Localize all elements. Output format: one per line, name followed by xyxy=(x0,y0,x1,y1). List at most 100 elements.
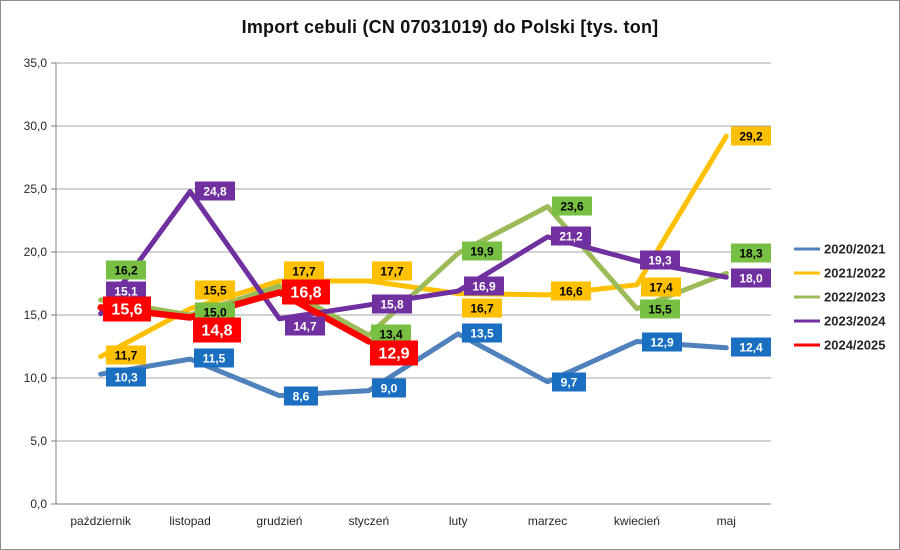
data-label-box xyxy=(462,298,502,318)
data-label-value: 15,6 xyxy=(111,302,142,319)
x-axis-label-pa-dziernik: październik xyxy=(70,514,132,528)
data-label-box xyxy=(462,241,502,261)
data-label-box xyxy=(731,337,771,357)
data-label-2023-2024-luty: 16,9 xyxy=(464,276,504,296)
legend-item-2024-2025: 2024/2025 xyxy=(794,338,885,353)
data-label-2023-2024-kwiecie-: 19,3 xyxy=(640,250,680,270)
data-label-2020-2021-stycze-: 9,0 xyxy=(372,378,406,398)
data-label-value: 17,4 xyxy=(649,281,673,295)
data-label-box xyxy=(731,243,771,263)
data-label-2022-2023-pa-dziernik: 16,2 xyxy=(106,260,146,280)
data-label-box xyxy=(282,279,330,305)
data-label-2020-2021-maj: 12,4 xyxy=(731,337,771,357)
data-label-box xyxy=(106,367,146,387)
data-label-value: 14,7 xyxy=(293,320,317,334)
data-label-value: 13,5 xyxy=(470,327,494,341)
legend-label: 2020/2021 xyxy=(824,242,885,257)
data-label-value: 29,2 xyxy=(739,130,763,144)
data-label-box xyxy=(106,260,146,280)
data-label-value: 18,3 xyxy=(739,247,763,261)
data-label-value: 17,7 xyxy=(380,265,404,279)
legend-item-2021-2022: 2021/2022 xyxy=(794,266,885,281)
data-label-box xyxy=(195,302,235,322)
data-label-value: 19,3 xyxy=(648,254,672,268)
data-label-value: 8,6 xyxy=(293,390,310,404)
data-label-value: 24,8 xyxy=(203,185,227,199)
legend-item-2023-2024: 2023/2024 xyxy=(794,314,886,329)
data-label-2020-2021-grudzie-: 8,6 xyxy=(284,386,318,406)
legend-item-2020-2021: 2020/2021 xyxy=(794,242,885,257)
data-label-box xyxy=(464,276,504,296)
data-label-2021-2022-pa-dziernik: 11,7 xyxy=(106,345,146,365)
data-label-box xyxy=(372,294,412,314)
data-label-box xyxy=(551,281,591,301)
data-label-2022-2023-maj: 18,3 xyxy=(731,243,771,263)
data-label-box xyxy=(106,345,146,365)
data-label-box xyxy=(284,386,318,406)
y-tick-label: 5,0 xyxy=(30,434,47,448)
data-label-value: 23,6 xyxy=(560,200,584,214)
data-label-2021-2022-kwiecie-: 17,4 xyxy=(641,277,681,297)
data-label-box xyxy=(642,332,682,352)
data-label-2020-2021-luty: 13,5 xyxy=(462,323,502,343)
data-label-2020-2021-listopad: 11,5 xyxy=(194,348,234,368)
data-label-value: 16,6 xyxy=(559,285,583,299)
data-label-2020-2021-kwiecie-: 12,9 xyxy=(642,332,682,352)
data-label-2023-2024-pa-dziernik: 15,1 xyxy=(106,281,146,301)
data-label-box xyxy=(194,348,234,368)
data-label-value: 12,9 xyxy=(378,346,409,363)
data-label-box xyxy=(193,317,241,343)
data-label-box xyxy=(640,250,680,270)
y-tick-label: 10,0 xyxy=(24,371,48,385)
data-label-box xyxy=(372,378,406,398)
legend-label: 2023/2024 xyxy=(824,314,886,329)
y-tick-label: 35,0 xyxy=(24,56,48,70)
data-label-box xyxy=(371,324,411,344)
x-axis-label-stycze-: styczeń xyxy=(348,514,389,528)
x-axis-label-kwiecie-: kwiecień xyxy=(614,514,660,528)
data-label-2021-2022-grudzie-: 17,7 xyxy=(284,261,324,281)
data-label-2022-2023-stycze-: 13,4 xyxy=(371,324,411,344)
data-label-value: 9,7 xyxy=(561,376,578,390)
y-tick-label: 0,0 xyxy=(30,497,47,511)
data-label-2021-2022-marzec: 16,6 xyxy=(551,281,591,301)
data-label-value: 16,7 xyxy=(470,302,494,316)
data-label-value: 15,5 xyxy=(648,303,672,317)
y-tick-label: 25,0 xyxy=(24,182,48,196)
data-label-2024-2025-stycze-: 12,9 xyxy=(370,340,418,366)
data-label-box xyxy=(551,226,591,246)
data-label-box xyxy=(462,323,502,343)
data-label-box xyxy=(731,126,771,146)
data-label-2022-2023-luty: 19,9 xyxy=(462,241,502,261)
data-label-2023-2024-grudzie-: 14,7 xyxy=(285,316,325,336)
x-axis-label-maj: maj xyxy=(717,514,736,528)
data-label-2023-2024-maj: 18,0 xyxy=(731,268,771,288)
data-label-value: 11,7 xyxy=(115,349,138,363)
data-label-2020-2021-marzec: 9,7 xyxy=(552,372,586,392)
data-label-2024-2025-grudzie-: 16,8 xyxy=(282,279,330,305)
data-label-value: 21,2 xyxy=(559,230,583,244)
data-label-value: 18,0 xyxy=(739,272,763,286)
data-label-box xyxy=(285,316,325,336)
legend-item-2022-2023: 2022/2023 xyxy=(794,290,885,305)
data-label-value: 16,9 xyxy=(472,280,496,294)
x-axis-label-luty: luty xyxy=(449,514,468,528)
legend-label: 2022/2023 xyxy=(824,290,885,305)
legend-label: 2021/2022 xyxy=(824,266,885,281)
y-tick-label: 30,0 xyxy=(24,119,48,133)
data-label-2021-2022-luty: 16,7 xyxy=(462,298,502,318)
data-label-value: 19,9 xyxy=(470,245,494,259)
data-label-box xyxy=(731,268,771,288)
chart-title: Import cebuli (CN 07031019) do Polski [t… xyxy=(241,17,659,37)
data-label-box xyxy=(284,261,324,281)
data-label-2023-2024-stycze-: 15,8 xyxy=(372,294,412,314)
data-label-2020-2021-pa-dziernik: 10,3 xyxy=(106,367,146,387)
data-label-value: 11,5 xyxy=(203,352,226,366)
data-label-2022-2023-kwiecie-: 15,5 xyxy=(640,299,680,319)
data-label-value: 12,9 xyxy=(650,336,674,350)
data-label-value: 15,8 xyxy=(380,298,404,312)
data-label-2022-2023-listopad: 15,0 xyxy=(195,302,235,322)
x-axis-label-marzec: marzec xyxy=(528,514,567,528)
